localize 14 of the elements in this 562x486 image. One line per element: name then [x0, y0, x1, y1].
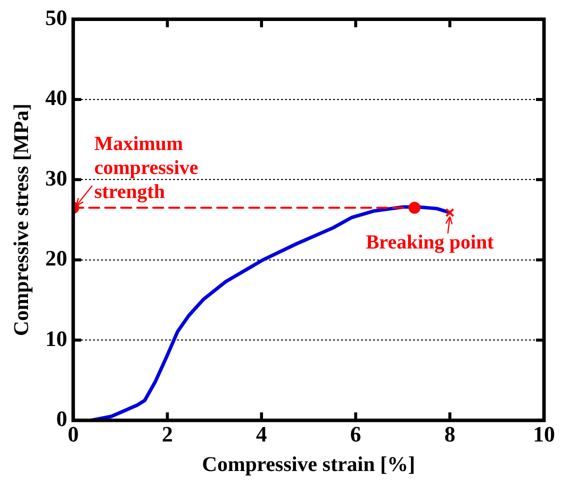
y-tick-label: 30: [45, 165, 68, 190]
x-tick-label: 2: [162, 421, 173, 446]
y-tick-label: 10: [45, 326, 68, 351]
y-tick-label: 50: [45, 4, 68, 30]
annotation: Breaking point: [366, 232, 494, 254]
y-tick-label: 40: [45, 85, 68, 110]
x-tick-label: 10: [533, 421, 555, 446]
annotation: Maximum compressive strength: [94, 132, 198, 203]
x-tick-label: 4: [256, 421, 268, 446]
y-tick-label: 20: [45, 246, 68, 271]
x-tick-label: 6: [350, 421, 362, 446]
y-axis-title: Compressive stress [MPa]: [9, 104, 34, 336]
x-tick-label: 8: [444, 421, 456, 446]
x-axis-title: Compressive strain [%]: [202, 452, 416, 476]
